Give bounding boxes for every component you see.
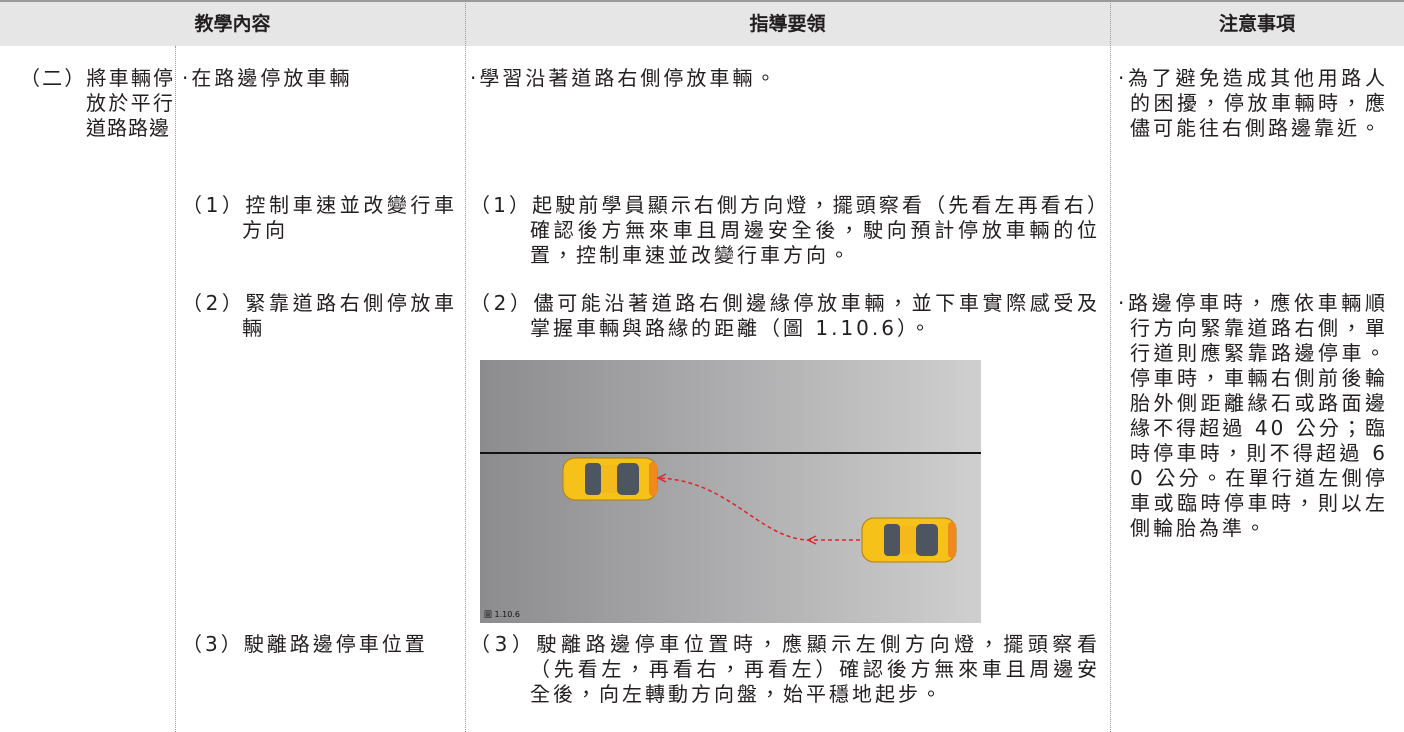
item: （1）控制車速並改變行車方向 [182,193,457,242]
table-header: 教學內容 指導要領 注意事項 [0,0,1404,46]
column-divider [175,46,176,732]
item: ·在路邊停放車輛 [182,66,353,90]
notes: ·路邊停車時，應依車輛順行方向緊靠道路右側，單行道則應緊靠路邊停車。停車時，車輛… [1118,291,1388,540]
guidance: （3）駛離路邊停車位置時，應顯示左側方向燈，擺頭察看（先看左，再看右，再看左）確… [470,632,1100,706]
figure-caption: 圖 1.10.6 [484,610,520,619]
header-cell: 注意事項 [1218,13,1295,35]
guidance: （1）起駛前學員顯示右側方向燈，擺頭察看（先看左再看右）確認後方無來車且周邊安全… [470,193,1100,267]
guidance: （2）儘可能沿著道路右側邊緣停放車輛，並下車實際感受及掌握車輛與路緣的距離（圖 … [470,291,1100,340]
section-label: （二）將車輛停放於平行道路路邊 [20,66,174,140]
column-divider [1110,0,1111,732]
header-cell: 指導要領 [749,13,826,35]
guidance: ·學習沿著道路右側停放車輛。 [470,66,779,90]
header-cell: 教學內容 [194,13,271,35]
figure: 圖 1.10.6 [480,360,981,623]
notes: ·為了避免造成其他用路人的困擾，停放車輛時，應儘可能往右側路邊靠近。 [1118,66,1388,140]
item: （3）駛離路邊停車位置 [182,632,428,656]
item: （2）緊靠道路右側停放車輛 [182,291,457,340]
column-divider [465,0,466,732]
